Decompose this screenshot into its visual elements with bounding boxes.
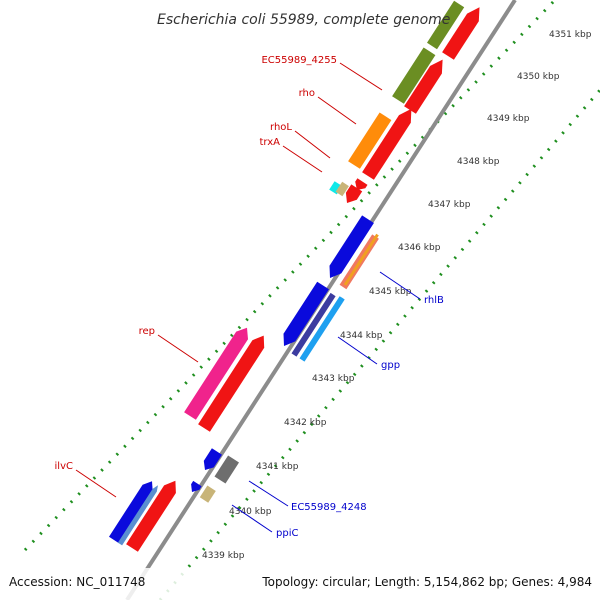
- gene-gpp-slate: [291, 292, 336, 357]
- tick-label: 4343 kbp: [312, 374, 355, 384]
- leader-trxa: [282, 145, 323, 173]
- gene-red-mid-2: [355, 178, 368, 190]
- accession-text: Accession: NC_011748: [9, 575, 145, 589]
- gene-trxa-cyan: [329, 181, 343, 195]
- genome-summary-text: Topology: circular; Length: 5,154,862 bp…: [261, 575, 592, 589]
- leader-ec55989-4248: [248, 480, 289, 507]
- leader-ppic: [231, 504, 273, 533]
- gene-rhlb-stripe: [343, 233, 379, 286]
- leader-rhlb: [379, 271, 421, 300]
- gene-red-upper: [404, 59, 443, 114]
- tick-label: 4349 kbp: [487, 114, 530, 124]
- gene-ilvc-shade: [117, 485, 158, 546]
- gene-label-rho: rho: [299, 88, 315, 99]
- tick-label: 4346 kbp: [398, 243, 441, 253]
- gene-rep-pink: [184, 327, 248, 420]
- gene-label-ec55989-4248: EC55989_4248: [291, 502, 367, 513]
- tick-label: 4350 kbp: [517, 72, 560, 82]
- tick-label: 4340 kbp: [229, 507, 272, 517]
- leader-rhol: [294, 130, 331, 159]
- gene-label-rhol: rhoL: [270, 122, 292, 133]
- gene-label-trxa: trxA: [259, 137, 280, 148]
- tick-label: 4348 kbp: [457, 157, 500, 167]
- gene-green-1: [392, 47, 436, 104]
- tick-label: 4347 kbp: [428, 200, 471, 210]
- gene-label-ppic: ppiC: [276, 528, 298, 539]
- leader-gpp: [337, 336, 378, 365]
- inner-dotted-guide: [158, 89, 600, 600]
- gene-small-blue-2: [191, 480, 202, 492]
- tick-label: 4341 kbp: [256, 462, 299, 472]
- gene-label-ilvc: ilvC: [55, 461, 73, 472]
- leader-rep: [157, 334, 199, 363]
- tick-label: 4344 kbp: [340, 331, 383, 341]
- tick-labels: 4339 kbp 4340 kbp 4341 kbp 4342 kbp 4343…: [202, 30, 592, 561]
- map-title: Escherichia coli 55989, complete genome: [157, 12, 450, 28]
- gene-label-rhlb: rhlB: [424, 295, 444, 306]
- gene-label-gpp: gpp: [381, 360, 400, 371]
- leader-ec55989-4255: [339, 62, 383, 91]
- tick-label: 4339 kbp: [202, 551, 245, 561]
- gene-small-blue-1: [203, 448, 222, 470]
- gene-red-bottom: [126, 480, 176, 552]
- leader-ilvc: [75, 469, 117, 498]
- gene-label-ec55989-4255: EC55989_4255: [261, 55, 337, 66]
- minus-strand-genes: [191, 215, 379, 503]
- leader-rho: [317, 96, 357, 125]
- gene-ppic-tan: [199, 485, 216, 503]
- gene-gray: [214, 455, 239, 484]
- gene-green-2: [427, 0, 465, 50]
- tick-label: 4351 kbp: [549, 30, 592, 40]
- tick-label: 4342 kbp: [284, 418, 327, 428]
- gene-red-top: [442, 7, 480, 60]
- gene-ilvc-track: [109, 481, 153, 544]
- gene-small-tan: [335, 181, 349, 197]
- gene-rho-red: [362, 108, 412, 180]
- gene-red-rep: [198, 335, 265, 432]
- gene-gpp-cyan: [299, 296, 345, 362]
- tick-label: 4345 kbp: [369, 287, 412, 297]
- footer-background: [0, 568, 600, 600]
- gene-label-rep: rep: [139, 326, 155, 337]
- gene-gpp-blue: [283, 281, 329, 346]
- gene-rhlb-blue: [329, 215, 374, 278]
- label-leader-lines: [75, 62, 421, 533]
- plus-strand-genes: [109, 0, 480, 552]
- gene-rhol-orange: [348, 112, 392, 169]
